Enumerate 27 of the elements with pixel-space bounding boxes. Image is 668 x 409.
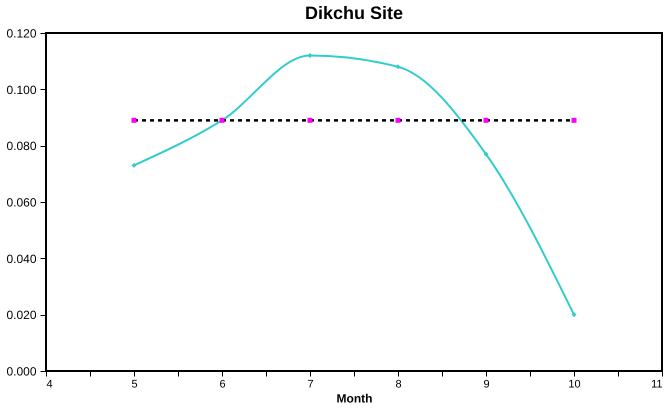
- x-tick-label: 7: [307, 378, 314, 390]
- x-tick-label: 11: [651, 378, 662, 390]
- point: [396, 64, 400, 70]
- y-tick-label: 0.120: [6, 26, 37, 40]
- point: [484, 118, 488, 123]
- x-tick-label: 9: [483, 378, 490, 390]
- x-tick-label: 8: [395, 378, 402, 390]
- y-tick-label: 0.020: [6, 308, 37, 322]
- point: [396, 118, 400, 123]
- y-tick-label: 0.100: [6, 82, 37, 97]
- point: [484, 152, 488, 157]
- chart-title: Dikchu Site: [304, 3, 404, 23]
- x-axis-title: Month: [336, 392, 372, 406]
- point: [308, 118, 312, 123]
- x-tick-label: 10: [568, 378, 581, 390]
- point: [572, 312, 576, 318]
- x-tick-label: 4: [46, 378, 53, 390]
- y-tick-label: 0.040: [6, 252, 37, 266]
- y-tick-label: 0.000: [6, 364, 37, 378]
- x-tick-label: 5: [131, 378, 138, 390]
- y-tick-label: 0.080: [6, 139, 37, 154]
- point: [572, 118, 576, 123]
- point: [132, 118, 136, 123]
- point: [132, 162, 136, 168]
- x-tick-label: 6: [219, 378, 226, 390]
- point: [308, 53, 312, 58]
- y-tick-label: 0.060: [6, 196, 37, 210]
